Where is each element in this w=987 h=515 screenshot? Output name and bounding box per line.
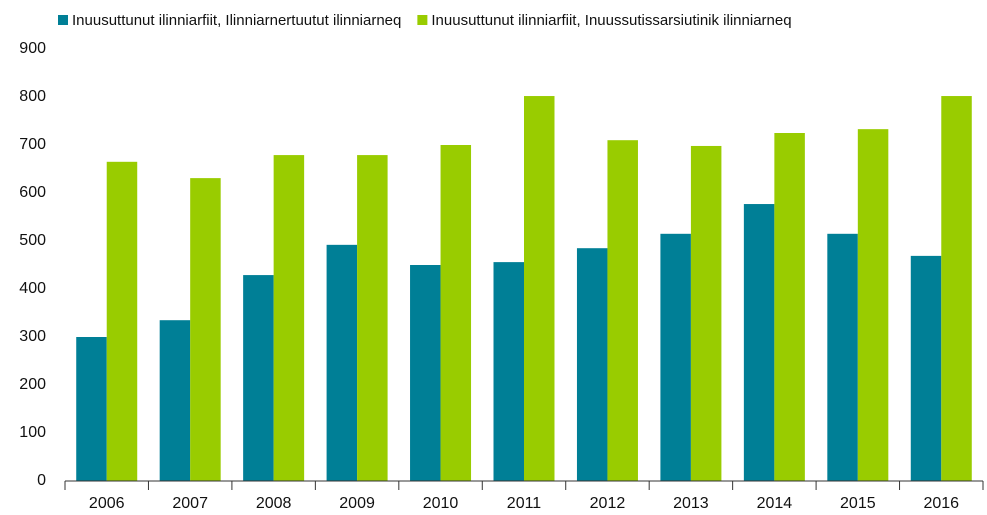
x-tick-label: 2007 xyxy=(172,495,208,512)
bar xyxy=(76,337,107,481)
y-tick-label: 300 xyxy=(19,328,46,345)
y-tick-label: 400 xyxy=(19,280,46,297)
bar xyxy=(857,129,889,481)
x-tick-label: 2011 xyxy=(507,495,542,512)
bar xyxy=(243,275,274,481)
legend-swatch xyxy=(417,15,428,25)
x-tick-label: 2009 xyxy=(339,495,375,512)
x-tick-label: 2010 xyxy=(423,495,459,512)
y-tick-label: 900 xyxy=(19,40,46,57)
bar xyxy=(941,96,972,481)
bar xyxy=(774,133,805,481)
bar xyxy=(743,204,775,482)
x-tick-label: 2012 xyxy=(590,495,626,512)
x-tick-label: 2008 xyxy=(256,495,292,512)
y-tick-label: 0 xyxy=(37,472,46,489)
bar xyxy=(607,140,638,481)
x-tick-label: 2013 xyxy=(673,495,709,512)
y-tick-label: 200 xyxy=(19,376,46,393)
bar xyxy=(190,178,221,481)
bar xyxy=(440,145,472,481)
legend-swatch xyxy=(58,15,68,25)
bar xyxy=(524,96,555,481)
x-tick-label: 2014 xyxy=(757,495,793,512)
y-tick-label: 100 xyxy=(19,424,46,441)
x-tick-label: 2006 xyxy=(89,495,125,512)
bar xyxy=(357,155,388,481)
bar xyxy=(159,320,191,481)
bar xyxy=(106,161,138,482)
x-tick-label: 2016 xyxy=(923,495,959,512)
bar xyxy=(493,262,524,481)
legend-label: Inuusuttunut ilinniarfiit, Ilinniarnertu… xyxy=(72,12,401,29)
bar xyxy=(910,255,942,481)
bar xyxy=(273,155,305,481)
bar xyxy=(410,265,441,481)
x-tick-label: 2015 xyxy=(840,495,876,512)
y-tick-label: 600 xyxy=(19,184,46,201)
y-tick-label: 800 xyxy=(19,88,46,105)
y-tick-label: 500 xyxy=(19,232,46,249)
bar xyxy=(576,248,608,481)
y-tick-label: 700 xyxy=(19,136,46,153)
legend-label: Inuusuttunut ilinniarfiit, Inuussutissar… xyxy=(431,12,791,29)
bar xyxy=(660,233,691,481)
bar xyxy=(326,244,358,481)
bar xyxy=(827,233,858,481)
bar xyxy=(690,145,722,481)
